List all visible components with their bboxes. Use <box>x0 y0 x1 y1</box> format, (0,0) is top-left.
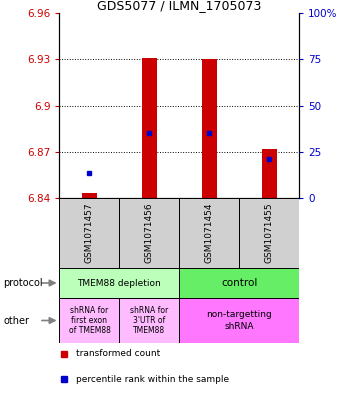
Bar <box>119 198 179 268</box>
Text: transformed count: transformed count <box>76 349 160 358</box>
Bar <box>180 198 239 268</box>
Bar <box>82 193 97 198</box>
Text: TMEM88 depletion: TMEM88 depletion <box>78 279 161 288</box>
Bar <box>59 298 119 343</box>
Text: GSM1071455: GSM1071455 <box>265 203 274 263</box>
Bar <box>59 268 180 298</box>
Text: GSM1071454: GSM1071454 <box>205 203 214 263</box>
Bar <box>119 298 179 343</box>
Text: shRNA for
3'UTR of
TMEM88: shRNA for 3'UTR of TMEM88 <box>130 306 169 335</box>
Text: non-targetting
shRNA: non-targetting shRNA <box>206 310 272 331</box>
Bar <box>239 198 299 268</box>
Bar <box>180 268 299 298</box>
Text: GSM1071457: GSM1071457 <box>85 203 94 263</box>
Bar <box>59 198 119 268</box>
Bar <box>142 58 157 198</box>
Text: shRNA for
first exon
of TMEM88: shRNA for first exon of TMEM88 <box>69 306 110 335</box>
Text: control: control <box>221 278 257 288</box>
Bar <box>202 59 217 198</box>
Bar <box>180 298 299 343</box>
Text: other: other <box>3 316 29 325</box>
Title: GDS5077 / ILMN_1705073: GDS5077 / ILMN_1705073 <box>97 0 261 12</box>
Bar <box>262 149 277 198</box>
Text: percentile rank within the sample: percentile rank within the sample <box>76 375 230 384</box>
Text: protocol: protocol <box>3 278 43 288</box>
Text: GSM1071456: GSM1071456 <box>145 203 154 263</box>
